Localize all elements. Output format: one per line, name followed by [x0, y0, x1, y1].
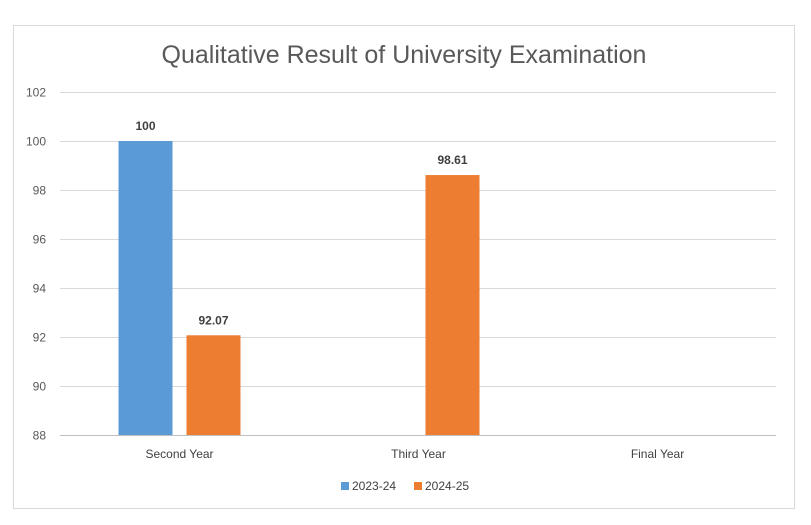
legend-swatch-2023-24: [341, 482, 349, 490]
y-tick-label-100: 100: [26, 135, 46, 149]
y-axis-tick-labels: 88 90 92 94 96 98 100 102: [26, 86, 46, 443]
bar-2023-24-second-year: [118, 141, 173, 435]
bars: [118, 141, 480, 435]
legend-swatch-2024-25: [414, 482, 422, 490]
legend-label: 2023-24: [352, 479, 396, 493]
legend-label: 2024-25: [425, 479, 469, 493]
y-tick-label-98: 98: [33, 184, 47, 198]
y-tick-label-96: 96: [33, 233, 47, 247]
chart-title: Qualitative Result of University Examina…: [162, 41, 647, 69]
y-tick-label-92: 92: [33, 331, 47, 345]
x-axis-category-labels: Second Year Third Year Final Year: [145, 447, 684, 461]
x-category-label: Third Year: [391, 447, 446, 461]
y-tick-label-90: 90: [33, 380, 47, 394]
grid-lines: [60, 92, 776, 436]
y-tick-label-102: 102: [26, 86, 46, 100]
y-tick-label-94: 94: [33, 282, 47, 296]
data-label: 100: [135, 119, 155, 133]
x-category-label: Second Year: [145, 447, 213, 461]
y-tick-label-88: 88: [33, 429, 47, 443]
x-category-label: Final Year: [631, 447, 684, 461]
bar-2024-25-third-year: [425, 175, 480, 435]
data-labels: 100 92.07 98.61: [135, 119, 467, 327]
legend: 2023-24 2024-25: [341, 479, 469, 493]
data-label: 92.07: [198, 313, 228, 327]
data-label: 98.61: [437, 153, 467, 167]
bar-2024-25-second-year: [186, 335, 241, 435]
